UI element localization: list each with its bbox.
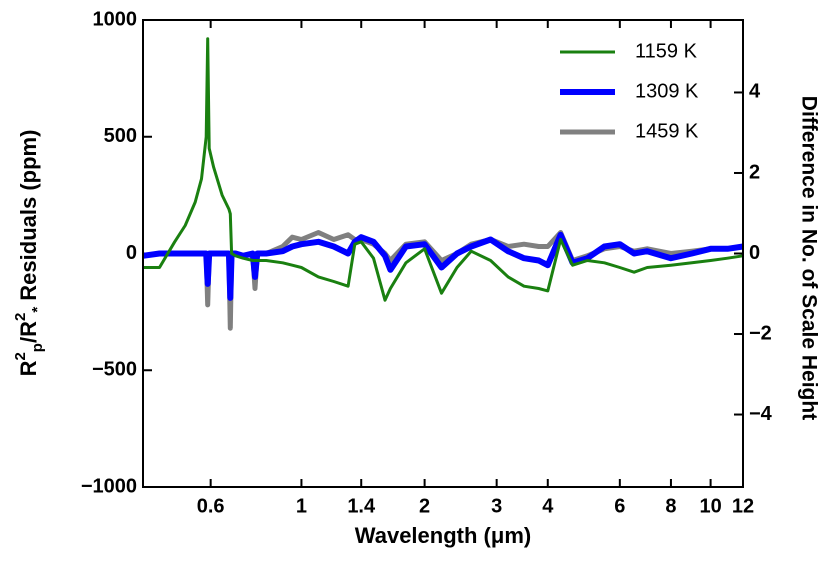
legend-label: 1309 K bbox=[635, 80, 699, 102]
legend-label: 1459 K bbox=[635, 120, 699, 142]
series-line bbox=[142, 231, 744, 301]
series-line bbox=[143, 37, 744, 302]
x-tick-label: 12 bbox=[732, 495, 754, 517]
x-tick-label: 8 bbox=[665, 495, 676, 517]
y-axis-label-part: Residuals (ppm) bbox=[16, 130, 41, 307]
y-tick-label: 500 bbox=[104, 125, 137, 147]
y2-axis-label: Difference in No. of Scale Height bbox=[797, 96, 820, 420]
y-tick-label: −500 bbox=[92, 359, 137, 381]
y2-tick-label: 0 bbox=[749, 242, 760, 264]
x-tick-label: 1.4 bbox=[347, 495, 376, 517]
x-tick-label: 2 bbox=[419, 495, 430, 517]
x-axis-label: Wavelength (μm) bbox=[355, 523, 531, 548]
x-tick-label: 0.6 bbox=[197, 495, 225, 517]
y-axis-label-part: p bbox=[29, 343, 46, 352]
y2-tick-label: −2 bbox=[749, 322, 772, 344]
y-axis-label-part: 2 bbox=[12, 313, 29, 321]
y2-tick-label: 2 bbox=[749, 161, 760, 183]
x-tick-label: 3 bbox=[491, 495, 502, 517]
y-axis-label: R2p/R2* Residuals (ppm) bbox=[12, 130, 46, 377]
y-axis-label-part: 2 bbox=[12, 352, 29, 360]
y-tick-label: −1000 bbox=[81, 475, 137, 497]
y-tick-label: 0 bbox=[126, 242, 137, 264]
y-axis-label-part: /R bbox=[16, 321, 41, 343]
legend-label: 1159 K bbox=[635, 40, 698, 62]
x-tick-label: 4 bbox=[542, 495, 554, 517]
x-tick-label: 10 bbox=[699, 495, 721, 517]
x-tick-label: 1 bbox=[296, 495, 307, 517]
y2-tick-label: −4 bbox=[749, 403, 773, 425]
y-axis-label-part: R bbox=[16, 360, 41, 376]
x-tick-label: 6 bbox=[614, 495, 625, 517]
plot-frame bbox=[142, 19, 744, 488]
y2-tick-label: 4 bbox=[749, 81, 761, 103]
y-axis-label-part: * bbox=[29, 307, 46, 313]
y-tick-label: 1000 bbox=[93, 8, 138, 30]
